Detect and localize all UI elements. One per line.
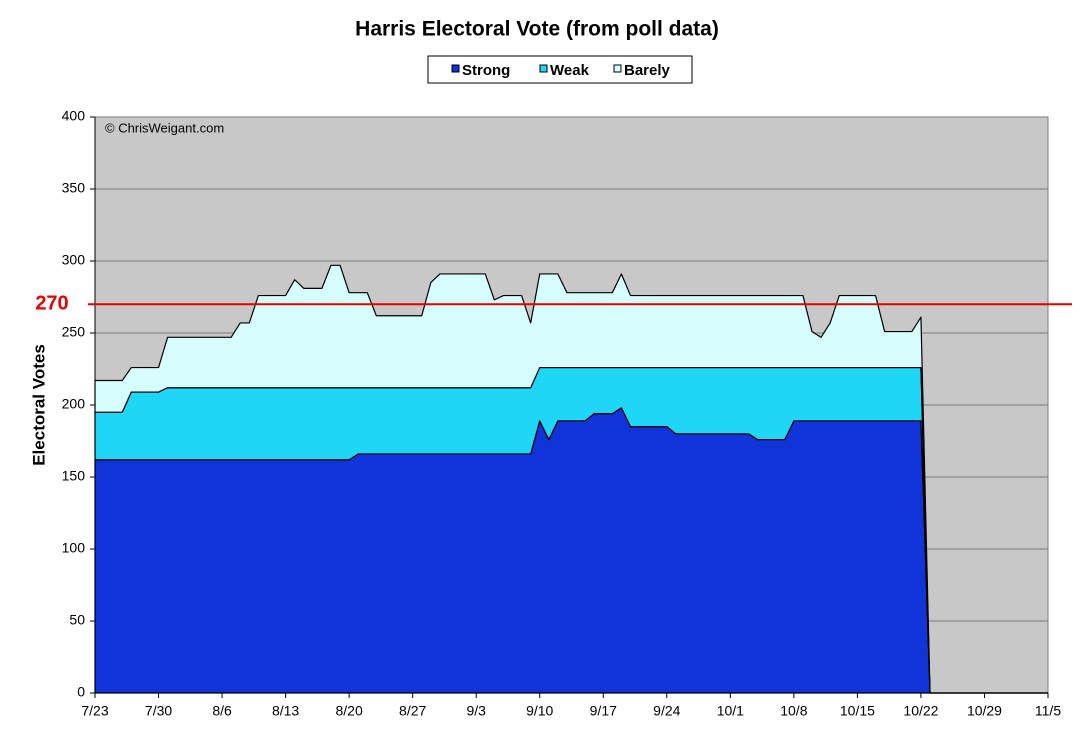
x-tick-label: 7/30 <box>145 703 172 719</box>
x-tick-label: 9/10 <box>526 703 553 719</box>
x-tick-label: 9/3 <box>466 703 486 719</box>
legend-label: Strong <box>462 62 510 79</box>
chart-title: Harris Electoral Vote (from poll data) <box>355 18 719 41</box>
x-tick-label: 10/29 <box>967 703 1002 719</box>
area-barely <box>94 264 931 694</box>
legend-swatch <box>539 64 548 73</box>
x-tick-label: 8/27 <box>399 703 426 719</box>
y-axis-label: Electoral Votes <box>29 344 48 466</box>
y-tick-label: 150 <box>62 468 86 484</box>
threshold-label: 270 <box>35 292 68 314</box>
y-tick-label: 300 <box>62 252 86 268</box>
annotation: © ChrisWeigant.com <box>105 120 224 135</box>
x-tick-label: 7/23 <box>81 703 108 719</box>
y-tick-label: 50 <box>69 612 85 628</box>
legend-swatch <box>451 64 460 73</box>
x-tick-label: 8/6 <box>212 703 232 719</box>
y-tick-label: 250 <box>62 324 86 340</box>
x-tick-label: 9/17 <box>590 703 617 719</box>
x-tick-label: 8/20 <box>336 703 363 719</box>
y-tick-label: 350 <box>62 180 86 196</box>
y-tick-label: 400 <box>62 108 86 124</box>
x-tick-label: 11/5 <box>1035 703 1061 719</box>
x-tick-label: 9/24 <box>653 703 680 719</box>
legend-label: Barely <box>624 62 671 79</box>
x-tick-label: 10/22 <box>903 703 938 719</box>
legend-swatch <box>613 64 622 73</box>
x-tick-label: 10/1 <box>717 703 744 719</box>
legend-label: Weak <box>550 62 590 79</box>
y-tick-label: 200 <box>62 396 86 412</box>
x-tick-label: 10/8 <box>780 703 807 719</box>
y-tick-label: 100 <box>62 540 86 556</box>
y-tick-label: 0 <box>77 684 85 700</box>
x-tick-label: 8/13 <box>272 703 299 719</box>
x-tick-label: 10/15 <box>840 703 875 719</box>
legend-box <box>427 55 693 84</box>
